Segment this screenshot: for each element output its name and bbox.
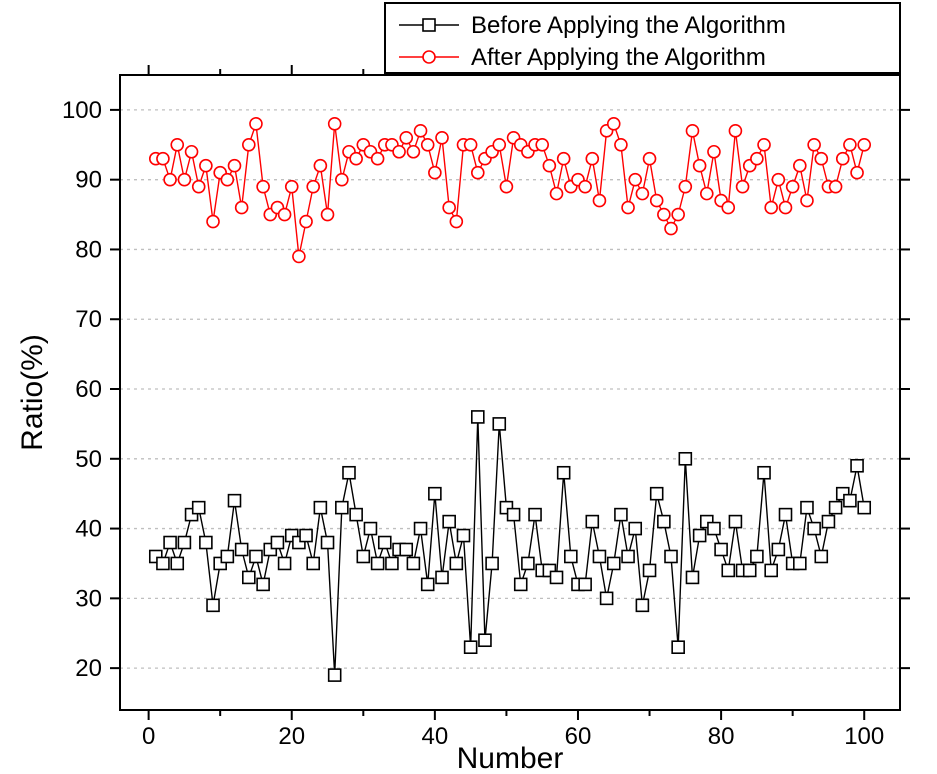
svg-text:100: 100	[62, 97, 102, 124]
chart-svg: 0 20 40 60 80 100 20 30 40 50 60 70 80 90 100 Number Rat…	[0, 0, 937, 774]
svg-text:Before Applying the Algorithm: Before Applying the Algorithm	[471, 12, 786, 39]
svg-text:0: 0	[142, 723, 155, 750]
svg-text:Number: Number	[457, 742, 564, 774]
svg-text:20: 20	[278, 723, 305, 750]
svg-text:40: 40	[422, 723, 449, 750]
svg-text:60: 60	[565, 723, 592, 750]
svg-text:90: 90	[75, 167, 102, 194]
svg-text:100: 100	[844, 723, 884, 750]
svg-text:After Applying the Algorithm: After Applying the Algorithm	[471, 44, 766, 71]
svg-text:80: 80	[75, 236, 102, 263]
svg-text:50: 50	[75, 446, 102, 473]
svg-text:70: 70	[75, 306, 102, 333]
svg-text:Ratio(%): Ratio(%)	[16, 334, 49, 451]
svg-text:30: 30	[75, 585, 102, 612]
chart-container: 0 20 40 60 80 100 20 30 40 50 60 70 80 90 100 Number Rat…	[0, 0, 937, 774]
svg-text:40: 40	[75, 516, 102, 543]
svg-text:60: 60	[75, 376, 102, 403]
svg-text:20: 20	[75, 655, 102, 682]
svg-text:80: 80	[708, 723, 735, 750]
